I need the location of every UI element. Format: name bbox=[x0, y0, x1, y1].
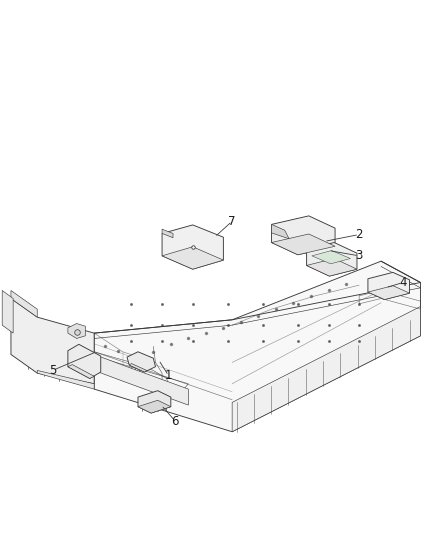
Polygon shape bbox=[307, 243, 357, 276]
Text: 2: 2 bbox=[355, 228, 363, 241]
Polygon shape bbox=[138, 400, 171, 413]
Polygon shape bbox=[368, 272, 410, 300]
Text: 6: 6 bbox=[171, 415, 179, 427]
Polygon shape bbox=[11, 290, 37, 317]
Text: 5: 5 bbox=[49, 364, 56, 377]
Polygon shape bbox=[232, 306, 420, 432]
Polygon shape bbox=[129, 364, 147, 372]
Polygon shape bbox=[68, 324, 85, 338]
Polygon shape bbox=[68, 365, 94, 378]
Text: 7: 7 bbox=[228, 215, 236, 228]
Polygon shape bbox=[307, 259, 357, 276]
Polygon shape bbox=[2, 290, 13, 333]
Text: 3: 3 bbox=[356, 249, 363, 262]
Polygon shape bbox=[94, 354, 188, 405]
Polygon shape bbox=[68, 344, 101, 378]
Polygon shape bbox=[272, 224, 289, 239]
Text: 1: 1 bbox=[165, 369, 173, 382]
Polygon shape bbox=[11, 298, 94, 384]
Polygon shape bbox=[162, 229, 173, 238]
Polygon shape bbox=[138, 391, 171, 413]
Polygon shape bbox=[272, 216, 335, 255]
Polygon shape bbox=[272, 234, 335, 255]
Polygon shape bbox=[37, 370, 94, 389]
Text: 4: 4 bbox=[399, 276, 407, 289]
Polygon shape bbox=[94, 261, 420, 432]
Polygon shape bbox=[312, 251, 350, 264]
Polygon shape bbox=[368, 286, 410, 300]
Polygon shape bbox=[162, 247, 223, 269]
Polygon shape bbox=[127, 352, 155, 372]
Polygon shape bbox=[162, 225, 223, 269]
